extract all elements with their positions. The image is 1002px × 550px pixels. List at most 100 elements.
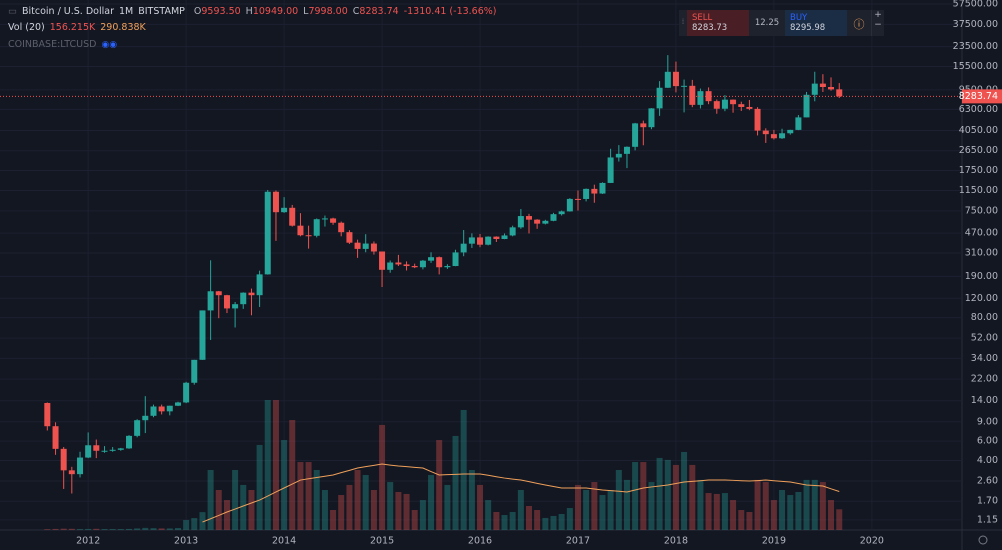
volume-bar xyxy=(199,512,206,530)
volume-bar xyxy=(281,440,288,530)
high-value: 10949.00 xyxy=(252,6,299,17)
volume-bar xyxy=(607,489,614,530)
volume-bar xyxy=(387,482,394,530)
candle-body xyxy=(574,198,581,200)
volume-bar xyxy=(672,464,679,530)
volume-bar xyxy=(60,528,67,530)
candle-body xyxy=(542,220,549,224)
candle-body xyxy=(770,134,777,139)
volume-bar xyxy=(272,400,279,530)
candle-body xyxy=(713,101,720,109)
compare-symbol[interactable]: COINBASE:LTCUSD xyxy=(8,39,97,50)
volume-bar xyxy=(713,493,720,530)
y-tick-label: 190.00 xyxy=(965,271,998,282)
volume-label[interactable]: Vol (20) xyxy=(8,22,45,33)
candle-body xyxy=(754,108,761,131)
volume-bar xyxy=(134,528,141,530)
candle-body xyxy=(77,457,84,475)
y-tick-label: 9.00 xyxy=(977,416,998,427)
candle-body xyxy=(762,130,769,135)
volume-bar xyxy=(256,444,263,530)
candle-body xyxy=(819,83,826,87)
volume-bar xyxy=(754,479,761,530)
volume-bar xyxy=(93,528,100,530)
candle-body xyxy=(166,405,173,412)
x-tick-label: 2013 xyxy=(174,536,198,547)
volume-bar xyxy=(223,500,230,530)
candle-body xyxy=(411,266,418,268)
compare-legend: COINBASE:LTCUSD ◉◉ xyxy=(8,39,117,50)
collapse-icon[interactable]: ▭ xyxy=(8,6,17,17)
volume-bar xyxy=(615,469,622,530)
candle-body xyxy=(632,123,639,147)
y-tick-label: 14.00 xyxy=(971,395,998,406)
x-tick-label: 2012 xyxy=(76,536,100,547)
volume-bar xyxy=(338,495,345,530)
y-tick-label: 22.00 xyxy=(971,374,998,385)
candle-body xyxy=(656,87,663,109)
volume-bar xyxy=(819,482,826,530)
candle-body xyxy=(811,83,818,95)
candle-body xyxy=(134,420,141,436)
candle-body xyxy=(721,99,728,109)
info-icon[interactable]: ⓘ xyxy=(847,10,871,36)
candle-body xyxy=(623,146,630,154)
compare-icons[interactable]: ◉◉ xyxy=(101,39,118,50)
candle-body xyxy=(509,227,516,236)
candle-body xyxy=(640,123,647,128)
candle-body xyxy=(109,449,116,451)
candle-body xyxy=(779,133,786,139)
volume-bar xyxy=(158,528,165,530)
candle-body xyxy=(248,292,255,296)
spread: 12.25 xyxy=(749,10,785,36)
volume-bar xyxy=(183,520,190,530)
volume-bar xyxy=(248,489,255,530)
x-tick-label: 2017 xyxy=(566,536,590,547)
volume-bar xyxy=(44,529,51,530)
volume-bar xyxy=(126,528,133,530)
candle-body xyxy=(256,274,263,296)
volume-bar xyxy=(215,489,222,530)
volume-bar xyxy=(779,489,786,530)
candle-body xyxy=(787,129,794,134)
sell-button[interactable]: SELL 8283.73 xyxy=(687,10,749,36)
volume-bar xyxy=(485,500,492,530)
candle-body xyxy=(419,260,426,268)
x-tick-label: 2020 xyxy=(860,536,884,547)
candle-body xyxy=(485,236,492,245)
volume-bar xyxy=(346,484,353,530)
candle-body xyxy=(566,198,573,212)
zoom-buttons[interactable]: + − xyxy=(871,10,884,36)
volume-bar xyxy=(395,491,402,530)
volume-bar xyxy=(232,469,239,530)
candle-body xyxy=(803,94,810,118)
volume-bar xyxy=(648,482,655,530)
volume-bar xyxy=(428,475,435,530)
candle-body xyxy=(346,232,353,243)
volume-bar xyxy=(85,528,92,530)
drag-handle[interactable]: ⁞ xyxy=(679,10,687,36)
interval[interactable]: 1M xyxy=(118,6,134,17)
settings-icon[interactable] xyxy=(978,535,988,545)
candle-body xyxy=(452,252,459,267)
candle-body xyxy=(174,402,181,406)
volume-bar xyxy=(240,484,247,530)
candle-body xyxy=(517,216,524,228)
trade-widget: ⁞ SELL 8283.73 12.25 BUY 8295.98 ⓘ + − xyxy=(679,10,884,36)
candle-body xyxy=(60,448,67,471)
volume-bar xyxy=(591,482,598,530)
sell-price: 8283.73 xyxy=(692,23,728,33)
volume-bar xyxy=(264,400,271,530)
candle-body xyxy=(648,108,655,128)
buy-button[interactable]: BUY 8295.98 xyxy=(785,10,847,36)
symbol[interactable]: Bitcoin / U.S. Dollar xyxy=(21,6,114,17)
volume-bar xyxy=(330,509,337,530)
volume-bar xyxy=(623,479,630,530)
candle-body xyxy=(199,310,206,360)
volume-bar xyxy=(436,440,443,530)
candle-body xyxy=(534,219,541,224)
exchange[interactable]: BITSTAMP xyxy=(138,6,185,17)
candle-body xyxy=(550,214,557,221)
candle-body xyxy=(836,89,843,97)
